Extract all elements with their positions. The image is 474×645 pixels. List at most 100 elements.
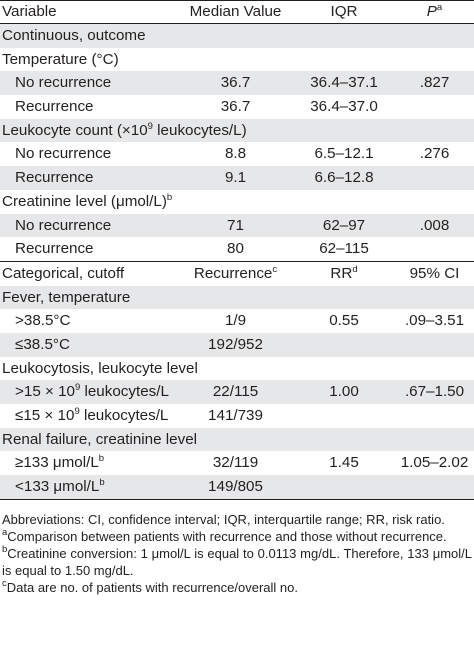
footnote-mark-b: b — [99, 477, 105, 489]
iqr-cell: 62–97 — [322, 216, 366, 234]
superscript: 9 — [74, 382, 81, 394]
row-label-text-end: leukocytes/L — [79, 407, 169, 424]
recurrence-cell: 141/739 — [208, 407, 263, 424]
row-label: <133 μmol/Lb — [15, 475, 105, 499]
row-label: No recurrence — [15, 74, 112, 92]
section-label: Continuous, outcome — [2, 27, 146, 44]
group-label-text-end: leukocytes/L) — [152, 121, 247, 139]
group-label-text: Leukocyte count (×10 — [2, 121, 148, 139]
table-row: ≥133 μmol/Lb 32/119 1.45 1.05–2.02 — [0, 451, 474, 475]
median-cell: 71 — [227, 216, 244, 234]
row-label-text-end: leukocytes/L — [80, 383, 169, 401]
table-header-row: Variable Median Value IQR Pa — [0, 0, 474, 23]
header-rule — [0, 23, 474, 24]
row-label: ≥133 μmol/Lb — [15, 451, 104, 475]
footnote-b-mark: b — [2, 543, 8, 555]
table-row: ≤15 × 109 leukocytes/L 141/739 — [0, 404, 474, 428]
header-rr: RRd — [300, 262, 388, 286]
footnote-mark-d: d — [352, 263, 358, 275]
group-label: Renal failure, creatinine level — [2, 430, 198, 448]
header-median-value: Median Value — [189, 3, 282, 20]
iqr-cell: 36.4–37.1 — [310, 74, 378, 92]
table-row: Recurrence 9.1 6.6–12.8 — [0, 166, 474, 190]
table-row: Recurrence 36.7 36.4–37.0 — [0, 95, 474, 119]
group-label: Creatinine level (μmol/L)b — [2, 190, 172, 214]
p-cell: .276 — [419, 145, 450, 163]
ci-cell: .09–3.51 — [404, 312, 465, 330]
table-row: No recurrence 8.8 6.5–12.1 .276 — [0, 142, 474, 166]
recurrence-cell: 22/115 — [212, 383, 259, 401]
row-label: ≤38.5°C — [15, 335, 70, 353]
header-variable: Variable — [2, 3, 57, 20]
row-label: >15 × 109 leukocytes/L — [15, 380, 169, 404]
bottom-rule — [0, 498, 474, 500]
p-cell: .008 — [419, 216, 450, 234]
table-row: <133 μmol/Lb 149/805 — [0, 475, 474, 499]
header-ci: 95% CI — [409, 264, 460, 282]
footnote-a-mark: a — [2, 526, 8, 538]
footnote-mark-a: a — [436, 2, 443, 13]
group-row-leukocyte: Leukocyte count (×109 leukocytes/L) — [0, 118, 474, 143]
table-row: Recurrence 80 62–115 — [0, 237, 474, 261]
row-label: Recurrence — [15, 169, 94, 187]
footnote-a-text: Comparison between patients with recurre… — [7, 528, 447, 544]
footnote-mark-c: c — [272, 263, 278, 275]
group-row-renal-failure: Renal failure, creatinine level — [0, 427, 474, 452]
section-row-continuous: Continuous, outcome — [0, 24, 474, 48]
group-label: Leukocyte count (×109 leukocytes/L) — [2, 119, 247, 143]
footnote-b-text: Creatinine conversion: 1 μmol/L is equal… — [2, 545, 472, 578]
recurrence-cell: 1/9 — [224, 312, 247, 330]
group-label: Leukocytosis, leukocyte level — [2, 359, 198, 377]
rr-cell: 1.45 — [329, 454, 359, 472]
row-label-text: >15 × 10 — [15, 383, 75, 401]
footnote-mark-b: b — [98, 453, 105, 465]
categorical-header-row: Categorical, cutoff Recurrencec RRd 95% … — [0, 262, 474, 286]
iqr-cell: 62–115 — [319, 240, 369, 258]
footnote-a: aComparison between patients with recurr… — [2, 528, 472, 545]
footnote-c-mark: c — [2, 577, 7, 589]
section-rule — [0, 260, 474, 262]
recurrence-cell: 192/952 — [208, 335, 263, 353]
table-row: >15 × 109 leukocytes/L 22/115 1.00 .67–1… — [0, 380, 474, 404]
row-label: Recurrence — [15, 98, 94, 116]
median-cell: 9.1 — [224, 169, 247, 187]
header-rr-label: RR — [330, 264, 353, 282]
recurrence-cell: 32/119 — [212, 454, 259, 472]
table-row: >38.5°C 1/9 0.55 .09–3.51 — [0, 309, 474, 333]
median-cell: 8.8 — [224, 145, 247, 163]
table-row: No recurrence 71 62–97 .008 — [0, 213, 474, 238]
iqr-cell: 6.6–12.8 — [314, 169, 374, 187]
group-row-creatinine: Creatinine level (μmol/L)b — [0, 190, 474, 214]
footnote-abbreviations: Abbreviations: CI, confidence interval; … — [2, 511, 445, 527]
group-row-temperature: Temperature (°C) — [0, 48, 474, 72]
footnote-c: cData are no. of patients with recurrenc… — [2, 579, 472, 596]
row-label: No recurrence — [15, 216, 112, 234]
footnotes: Abbreviations: CI, confidence interval; … — [0, 500, 474, 596]
iqr-cell: 6.5–12.1 — [314, 145, 374, 163]
rr-cell: 1.00 — [329, 383, 359, 401]
header-p: Pa — [395, 1, 474, 23]
data-table: Variable Median Value IQR Pa Continuous,… — [0, 0, 474, 500]
row-label-text: ≥133 μmol/L — [15, 454, 99, 472]
group-row-leukocytosis: Leukocytosis, leukocyte level — [0, 357, 474, 381]
row-label: Recurrence — [15, 240, 94, 258]
group-row-fever: Fever, temperature — [0, 285, 474, 310]
recurrence-cell: 149/805 — [208, 478, 263, 496]
row-label-text: ≤15 × 10 — [15, 407, 75, 424]
row-label: >38.5°C — [15, 312, 71, 330]
median-cell: 36.7 — [220, 98, 251, 116]
table-row: No recurrence 36.7 36.4–37.1 .827 — [0, 71, 474, 96]
header-recurrence: Recurrencec — [183, 262, 288, 286]
header-iqr: IQR — [330, 3, 358, 20]
rr-cell: 0.55 — [329, 312, 359, 330]
row-label: No recurrence — [15, 145, 112, 163]
group-label-text: Creatinine level (μmol/L) — [2, 192, 167, 210]
footnote-c-text: Data are no. of patients with recurrence… — [6, 579, 298, 595]
header-categorical: Categorical, cutoff — [2, 264, 125, 282]
row-label: ≤15 × 109 leukocytes/L — [15, 404, 168, 428]
superscript: 9 — [74, 406, 80, 417]
footnote-mark-b: b — [166, 191, 173, 203]
group-label: Fever, temperature — [2, 288, 131, 306]
median-cell: 80 — [227, 240, 244, 258]
table-row: ≤38.5°C 192/952 — [0, 332, 474, 357]
